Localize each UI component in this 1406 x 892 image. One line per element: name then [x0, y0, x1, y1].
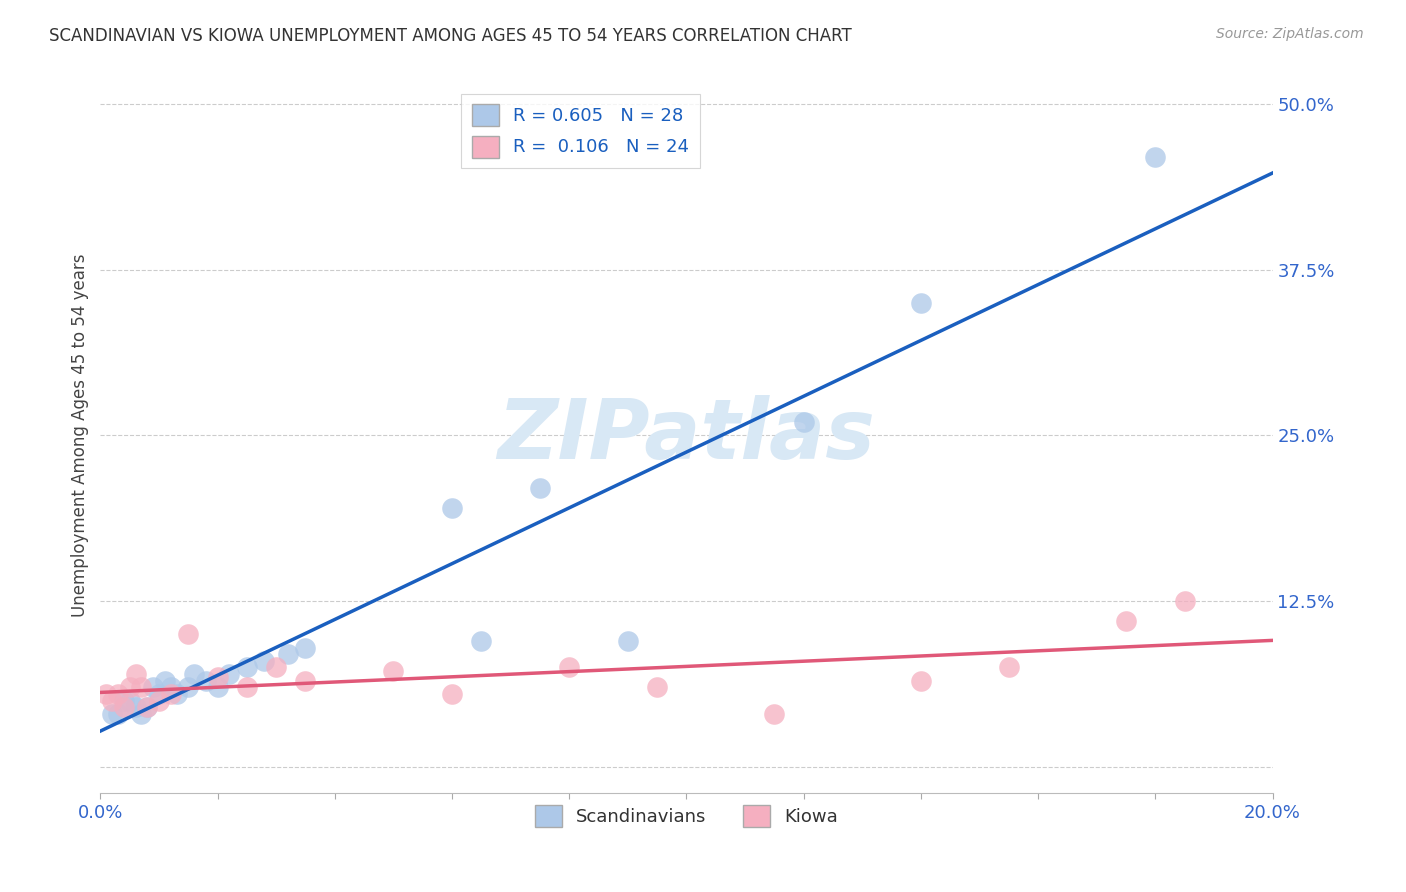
Point — [264, 660, 287, 674]
Point — [793, 415, 815, 429]
Text: SCANDINAVIAN VS KIOWA UNEMPLOYMENT AMONG AGES 45 TO 54 YEARS CORRELATION CHART: SCANDINAVIAN VS KIOWA UNEMPLOYMENT AMONG… — [49, 27, 852, 45]
Point — [112, 693, 135, 707]
Point — [118, 681, 141, 695]
Legend: Scandinavians, Kiowa: Scandinavians, Kiowa — [527, 798, 845, 834]
Point — [277, 647, 299, 661]
Point — [645, 681, 668, 695]
Point — [142, 681, 165, 695]
Point — [118, 693, 141, 707]
Point — [136, 700, 159, 714]
Text: Source: ZipAtlas.com: Source: ZipAtlas.com — [1216, 27, 1364, 41]
Point — [194, 673, 217, 688]
Point — [558, 660, 581, 674]
Point — [763, 706, 786, 721]
Point — [294, 640, 316, 655]
Point — [96, 687, 118, 701]
Point — [382, 665, 405, 679]
Point — [1144, 150, 1167, 164]
Point — [101, 706, 124, 721]
Point — [148, 687, 170, 701]
Point — [207, 670, 229, 684]
Point — [1115, 614, 1137, 628]
Point — [107, 706, 129, 721]
Point — [236, 660, 259, 674]
Y-axis label: Unemployment Among Ages 45 to 54 years: Unemployment Among Ages 45 to 54 years — [72, 253, 89, 617]
Point — [470, 633, 492, 648]
Point — [153, 673, 176, 688]
Point — [124, 667, 146, 681]
Point — [136, 700, 159, 714]
Point — [218, 667, 240, 681]
Point — [112, 700, 135, 714]
Point — [166, 687, 188, 701]
Point — [107, 687, 129, 701]
Point — [617, 633, 640, 648]
Point — [124, 700, 146, 714]
Point — [159, 681, 181, 695]
Point — [236, 681, 259, 695]
Point — [207, 681, 229, 695]
Text: ZIPatlas: ZIPatlas — [498, 395, 876, 476]
Point — [159, 687, 181, 701]
Point — [148, 693, 170, 707]
Point — [253, 654, 276, 668]
Point — [183, 667, 205, 681]
Point — [997, 660, 1019, 674]
Point — [177, 681, 200, 695]
Point — [440, 687, 463, 701]
Point — [529, 482, 551, 496]
Point — [910, 673, 932, 688]
Point — [131, 681, 153, 695]
Point — [131, 706, 153, 721]
Point — [910, 295, 932, 310]
Point — [294, 673, 316, 688]
Point — [101, 693, 124, 707]
Point — [1174, 594, 1197, 608]
Point — [440, 501, 463, 516]
Point — [177, 627, 200, 641]
